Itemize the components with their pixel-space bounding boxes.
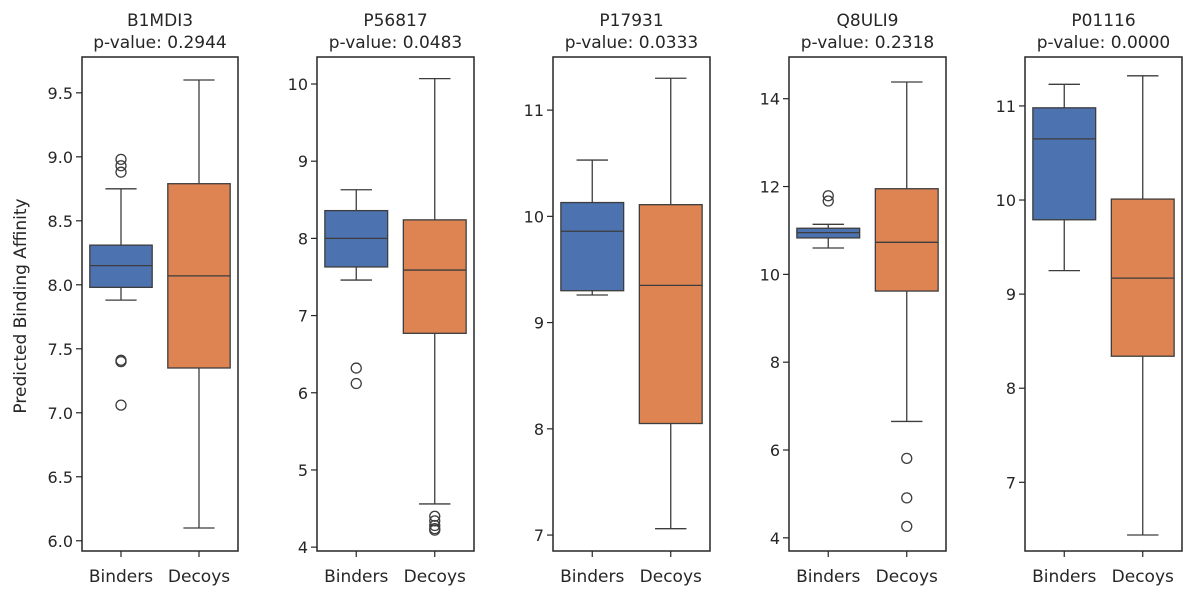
axes-frame — [788, 56, 947, 552]
box-decoys — [638, 77, 703, 530]
box-binders — [324, 189, 389, 390]
box-decoys — [402, 77, 467, 536]
outlier-point — [822, 195, 834, 207]
y-tick-label: 8 — [298, 229, 308, 248]
panel-pvalue: p-value: 0.0000 — [1037, 33, 1171, 53]
iqr-box — [560, 201, 625, 292]
y-axis-label: Predicted Binding Affinity — [11, 198, 31, 413]
panel-title: P56817 — [363, 11, 427, 31]
panel-title: P17931 — [599, 11, 663, 31]
x-tick-label: Binders — [324, 567, 388, 587]
y-tick-label: 4 — [298, 538, 308, 557]
y-tick-label: 9 — [1006, 285, 1016, 304]
box-binders — [1032, 83, 1097, 272]
outlier-point — [429, 519, 441, 532]
y-tick-label: 5 — [298, 461, 308, 480]
panel-pvalue: p-value: 0.0333 — [565, 33, 699, 53]
outlier-point — [350, 362, 362, 374]
x-tick-label: Decoys — [876, 567, 938, 587]
axes-frame — [552, 56, 711, 552]
y-tick-label: 10 — [288, 75, 308, 94]
y-tick-label: 9 — [298, 152, 308, 171]
y-tick-label: 11 — [996, 97, 1016, 116]
y-tick-label: 7 — [1006, 473, 1016, 492]
y-tick-label: 6.0 — [48, 532, 73, 551]
x-tick-label: Decoys — [1112, 567, 1174, 587]
panel-pvalue: p-value: 0.2318 — [801, 33, 935, 53]
panel-title: Q8ULI9 — [837, 11, 899, 31]
box-decoys — [874, 81, 939, 533]
iqr-box — [638, 204, 703, 425]
outlier-point — [115, 160, 127, 172]
y-tick-label: 10 — [760, 265, 780, 284]
y-tick-label: 7 — [534, 526, 544, 545]
outlier-point — [115, 355, 127, 368]
y-tick-label: 11 — [524, 101, 544, 120]
y-tick-label: 8 — [534, 420, 544, 439]
y-tick-label: 14 — [760, 90, 780, 109]
y-tick-label: 7.5 — [48, 340, 73, 359]
x-tick-label: Binders — [560, 567, 624, 587]
y-tick-label: 10 — [524, 207, 544, 226]
y-tick-label: 9 — [534, 314, 544, 333]
outlier-point — [429, 515, 441, 527]
panel-pvalue: p-value: 0.2944 — [93, 33, 227, 53]
outlier-point — [350, 377, 362, 390]
x-tick-label: Decoys — [640, 567, 702, 587]
box-binders — [560, 159, 625, 296]
y-tick-label: 6 — [770, 441, 780, 460]
y-tick-label: 8.5 — [48, 212, 73, 231]
y-tick-label: 7.0 — [48, 404, 73, 423]
x-tick-label: Binders — [796, 567, 860, 587]
panel-title: B1MDI3 — [127, 11, 193, 31]
y-tick-label: 8 — [770, 353, 780, 372]
y-tick-label: 9.0 — [48, 148, 73, 167]
panel-pvalue: p-value: 0.0483 — [329, 33, 463, 53]
outlier-point — [115, 166, 127, 178]
axes-frame — [81, 56, 239, 552]
y-tick-label: 10 — [996, 191, 1016, 210]
axes-frame — [1024, 56, 1183, 552]
iqr-box — [874, 188, 939, 292]
iqr-box — [1032, 107, 1097, 221]
y-tick-label: 7 — [298, 307, 308, 326]
x-tick-label: Binders — [89, 567, 153, 587]
panel-title: P01116 — [1071, 11, 1135, 31]
y-tick-label: 6 — [298, 384, 308, 403]
y-tick-label: 6.5 — [48, 468, 73, 487]
box-decoys — [167, 79, 231, 529]
x-tick-label: Decoys — [404, 567, 466, 587]
outlier-point — [822, 190, 834, 202]
y-tick-label: 4 — [770, 529, 780, 548]
iqr-box — [402, 219, 467, 334]
box-binders — [89, 153, 153, 411]
outlier-point — [115, 399, 127, 411]
y-tick-label: 12 — [760, 178, 780, 197]
outlier-point — [429, 524, 441, 536]
y-tick-label: 8.0 — [48, 276, 73, 295]
axes-frame — [316, 56, 475, 552]
outlier-point — [901, 452, 913, 464]
x-tick-label: Decoys — [168, 567, 230, 587]
outlier-point — [901, 520, 913, 533]
y-tick-label: 8 — [1006, 379, 1016, 398]
x-tick-label: Binders — [1032, 567, 1096, 587]
box-decoys — [1110, 75, 1175, 536]
outlier-point — [115, 153, 127, 166]
y-tick-label: 9.5 — [48, 84, 73, 103]
outlier-point — [429, 510, 441, 522]
outlier-point — [901, 492, 913, 504]
box-binders — [796, 190, 861, 249]
